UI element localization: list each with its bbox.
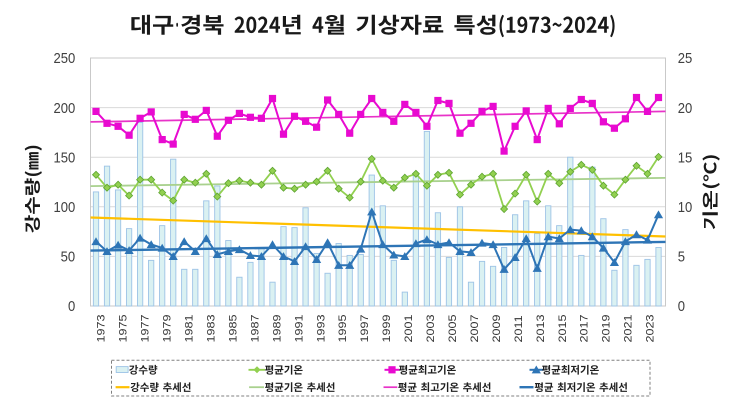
svg-text:150: 150 <box>53 150 75 166</box>
svg-text:2021: 2021 <box>623 314 635 342</box>
svg-text:1973: 1973 <box>96 314 108 342</box>
svg-text:2001: 2001 <box>403 314 415 342</box>
svg-text:1979: 1979 <box>162 314 174 342</box>
svg-text:2003: 2003 <box>425 314 437 342</box>
svg-text:0: 0 <box>678 299 686 315</box>
svg-text:20: 20 <box>678 100 693 116</box>
svg-text:1995: 1995 <box>337 314 349 342</box>
svg-text:1997: 1997 <box>359 314 371 342</box>
svg-text:1981: 1981 <box>183 314 195 342</box>
svg-text:250: 250 <box>53 51 75 67</box>
svg-text:1977: 1977 <box>140 314 152 342</box>
svg-text:5: 5 <box>678 249 686 265</box>
svg-text:1989: 1989 <box>271 314 283 342</box>
svg-text:2007: 2007 <box>469 314 481 342</box>
svg-text:2009: 2009 <box>491 314 503 342</box>
svg-text:1991: 1991 <box>293 314 305 342</box>
svg-text:2017: 2017 <box>579 314 591 342</box>
svg-text:0: 0 <box>68 299 76 315</box>
svg-text:1987: 1987 <box>249 314 261 342</box>
svg-text:1985: 1985 <box>227 314 239 342</box>
svg-text:50: 50 <box>61 249 76 265</box>
svg-text:15: 15 <box>678 150 693 166</box>
svg-text:1983: 1983 <box>205 314 217 342</box>
svg-text:1999: 1999 <box>381 314 393 342</box>
svg-text:2005: 2005 <box>447 314 459 342</box>
svg-text:2011: 2011 <box>513 315 525 342</box>
svg-text:100: 100 <box>53 199 75 215</box>
svg-text:25: 25 <box>678 51 693 67</box>
svg-text:1993: 1993 <box>315 314 327 342</box>
svg-text:2019: 2019 <box>601 314 613 342</box>
svg-text:2015: 2015 <box>557 314 569 342</box>
svg-text:2023: 2023 <box>645 314 657 342</box>
svg-text:10: 10 <box>678 199 693 215</box>
svg-text:1975: 1975 <box>118 314 130 342</box>
svg-text:200: 200 <box>53 100 75 116</box>
svg-text:2013: 2013 <box>535 314 547 342</box>
